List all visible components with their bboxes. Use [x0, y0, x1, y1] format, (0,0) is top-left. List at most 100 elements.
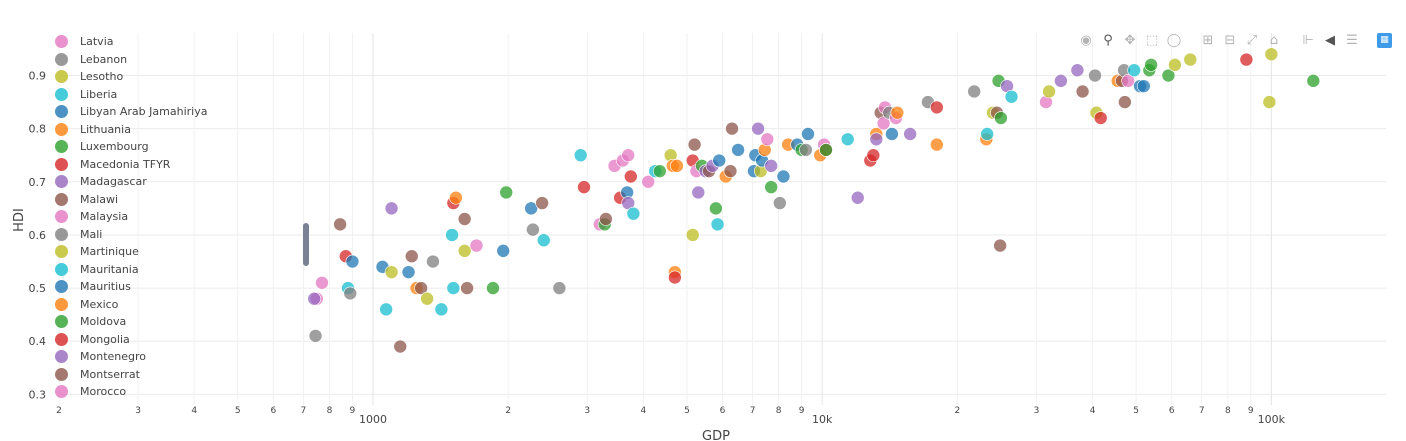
data-point[interactable]	[890, 105, 905, 120]
data-point[interactable]	[967, 84, 981, 99]
data-point[interactable]	[764, 180, 778, 194]
data-point[interactable]	[404, 249, 419, 264]
data-point[interactable]	[524, 201, 538, 216]
data-point[interactable]	[709, 201, 723, 216]
hover-closest-icon[interactable]: ◀	[1325, 32, 1335, 48]
autoscale-icon[interactable]: ⤢	[1246, 32, 1258, 48]
data-point[interactable]	[343, 286, 358, 301]
data-point[interactable]	[801, 127, 815, 141]
legend-item[interactable]: Liberia	[55, 86, 207, 104]
data-point[interactable]	[993, 238, 1007, 253]
data-point[interactable]	[723, 164, 738, 178]
data-point[interactable]	[573, 148, 588, 163]
data-point[interactable]	[712, 153, 727, 168]
data-point[interactable]	[1075, 84, 1090, 99]
pan-icon[interactable]: ✥	[1124, 32, 1136, 48]
data-point[interactable]	[536, 233, 551, 248]
data-point[interactable]	[1042, 84, 1056, 99]
data-point[interactable]	[710, 217, 725, 232]
data-point[interactable]	[799, 143, 813, 157]
plotly-logo-icon[interactable]: ▦	[1377, 32, 1392, 48]
data-point[interactable]	[1127, 63, 1141, 77]
legend-item[interactable]: Morocco	[55, 383, 207, 401]
zoom-icon[interactable]: ⚲	[1103, 32, 1113, 48]
points-layer[interactable]	[307, 47, 1321, 354]
legend-item[interactable]: Libyan Arab Jamahiriya	[55, 103, 207, 121]
data-point[interactable]	[1161, 68, 1176, 83]
data-point[interactable]	[930, 137, 944, 152]
data-point[interactable]	[626, 206, 641, 221]
legend-item[interactable]: Mali	[55, 226, 207, 244]
lasso-icon[interactable]: ◯	[1166, 32, 1182, 48]
data-point[interactable]	[1168, 58, 1182, 72]
data-point[interactable]	[499, 185, 514, 200]
camera-icon[interactable]: ◉	[1080, 32, 1092, 48]
data-point[interactable]	[885, 127, 899, 141]
data-point[interactable]	[751, 121, 765, 136]
data-point[interactable]	[599, 212, 613, 226]
legend-item[interactable]: Moldova	[55, 313, 207, 331]
legend-item[interactable]: Mongolia	[55, 331, 207, 349]
data-point[interactable]	[819, 143, 833, 157]
data-point[interactable]	[1070, 63, 1085, 77]
data-point[interactable]	[577, 180, 591, 194]
data-point[interactable]	[670, 159, 684, 173]
legend-item[interactable]: Montserrat	[55, 366, 207, 384]
data-point[interactable]	[930, 100, 944, 115]
data-point[interactable]	[393, 339, 408, 354]
data-point[interactable]	[850, 190, 865, 205]
data-point[interactable]	[379, 302, 393, 317]
data-point[interactable]	[840, 132, 855, 147]
legend-item[interactable]: Latvia	[55, 33, 207, 51]
data-point[interactable]	[449, 190, 463, 205]
data-point[interactable]	[641, 175, 656, 189]
legend-item[interactable]: Mauritius	[55, 278, 207, 296]
data-point[interactable]	[1088, 68, 1102, 83]
legend-item[interactable]: Macedonia TFYR	[55, 156, 207, 174]
legend-item[interactable]: Lebanon	[55, 51, 207, 69]
data-point[interactable]	[980, 127, 994, 141]
data-point[interactable]	[1183, 52, 1198, 67]
reset-axes-icon[interactable]: ⌂	[1269, 32, 1279, 48]
zoom-out-icon[interactable]: ⊟	[1224, 32, 1236, 48]
data-point[interactable]	[621, 148, 635, 163]
data-point[interactable]	[685, 228, 700, 242]
data-point[interactable]	[1144, 58, 1158, 72]
data-point[interactable]	[526, 222, 540, 237]
data-point[interactable]	[486, 281, 500, 295]
data-point[interactable]	[1306, 74, 1321, 88]
data-point[interactable]	[903, 127, 917, 141]
zoom-in-icon[interactable]: ⊞	[1202, 32, 1214, 48]
legend-scrollbar[interactable]	[303, 223, 309, 266]
legend-item[interactable]: Montenegro	[55, 348, 207, 366]
data-point[interactable]	[876, 116, 891, 131]
legend-item[interactable]: Malaysia	[55, 208, 207, 226]
data-point[interactable]	[496, 244, 511, 258]
data-point[interactable]	[308, 329, 323, 343]
data-point[interactable]	[994, 111, 1008, 125]
data-point[interactable]	[446, 281, 461, 295]
data-point[interactable]	[552, 281, 567, 295]
data-point[interactable]	[725, 121, 739, 136]
legend-item[interactable]: Luxembourg	[55, 138, 207, 156]
data-point[interactable]	[1136, 79, 1151, 93]
data-point[interactable]	[773, 196, 787, 210]
data-point[interactable]	[652, 164, 667, 178]
data-point[interactable]	[1054, 74, 1068, 88]
data-point[interactable]	[420, 291, 434, 306]
legend-item[interactable]: Lesotho	[55, 68, 207, 86]
data-point[interactable]	[869, 132, 884, 147]
data-point[interactable]	[457, 244, 472, 258]
data-point[interactable]	[764, 159, 778, 173]
data-point[interactable]	[445, 228, 459, 242]
legend-item[interactable]: Mauritania	[55, 261, 207, 279]
data-point[interactable]	[307, 291, 322, 306]
data-point[interactable]	[384, 201, 399, 216]
data-point[interactable]	[1004, 89, 1019, 104]
data-point[interactable]	[469, 238, 484, 253]
hover-compare-icon[interactable]: ☰	[1346, 32, 1358, 48]
legend-item[interactable]: Mexico	[55, 296, 207, 314]
data-point[interactable]	[345, 254, 360, 269]
data-point[interactable]	[384, 265, 399, 279]
legend-item[interactable]: Madagascar	[55, 173, 207, 191]
